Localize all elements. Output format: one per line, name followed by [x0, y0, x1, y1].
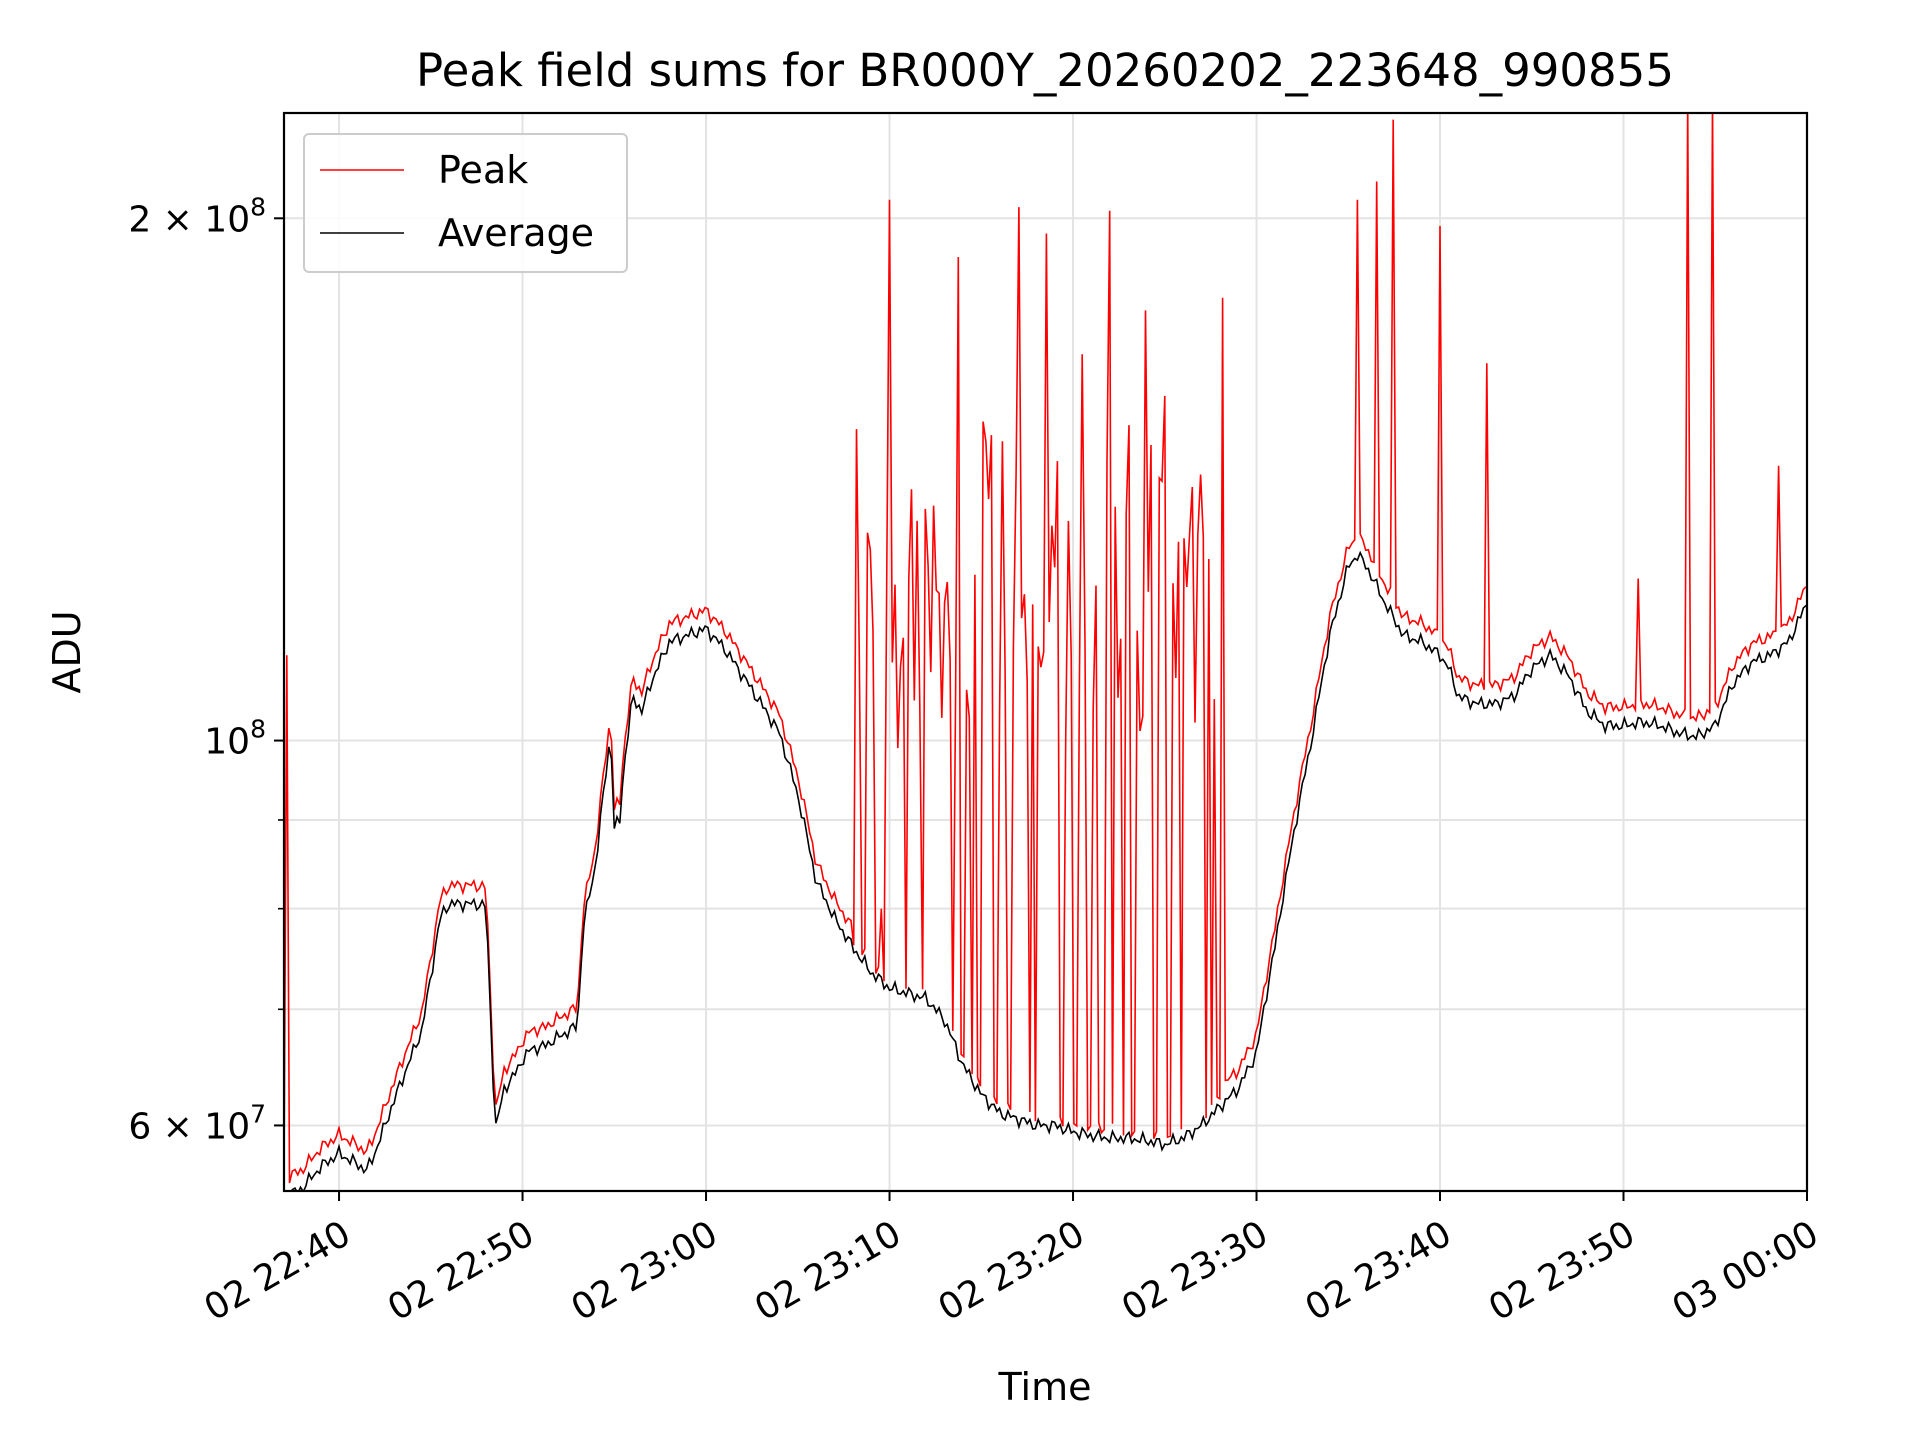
legend: Peak Average — [303, 133, 628, 273]
y-tick-label: 6 × 107 — [128, 1099, 266, 1147]
series-group — [284, 113, 1807, 1191]
y-axis-label: ADU — [45, 610, 89, 693]
x-axis-label: Time — [998, 1365, 1092, 1409]
series-average-line — [291, 550, 1807, 1191]
plot-frame — [282, 111, 1809, 1193]
legend-peak-label: Peak — [438, 148, 528, 192]
y-tick-label: 2 × 108 — [128, 192, 266, 240]
legend-average-label: Average — [438, 211, 594, 255]
legend-box — [303, 133, 628, 273]
y-tick-label: 108 — [204, 715, 266, 763]
series-peak-line — [284, 113, 1807, 1184]
chart-title: Peak field sums for BR000Y_20260202_2236… — [416, 44, 1674, 97]
